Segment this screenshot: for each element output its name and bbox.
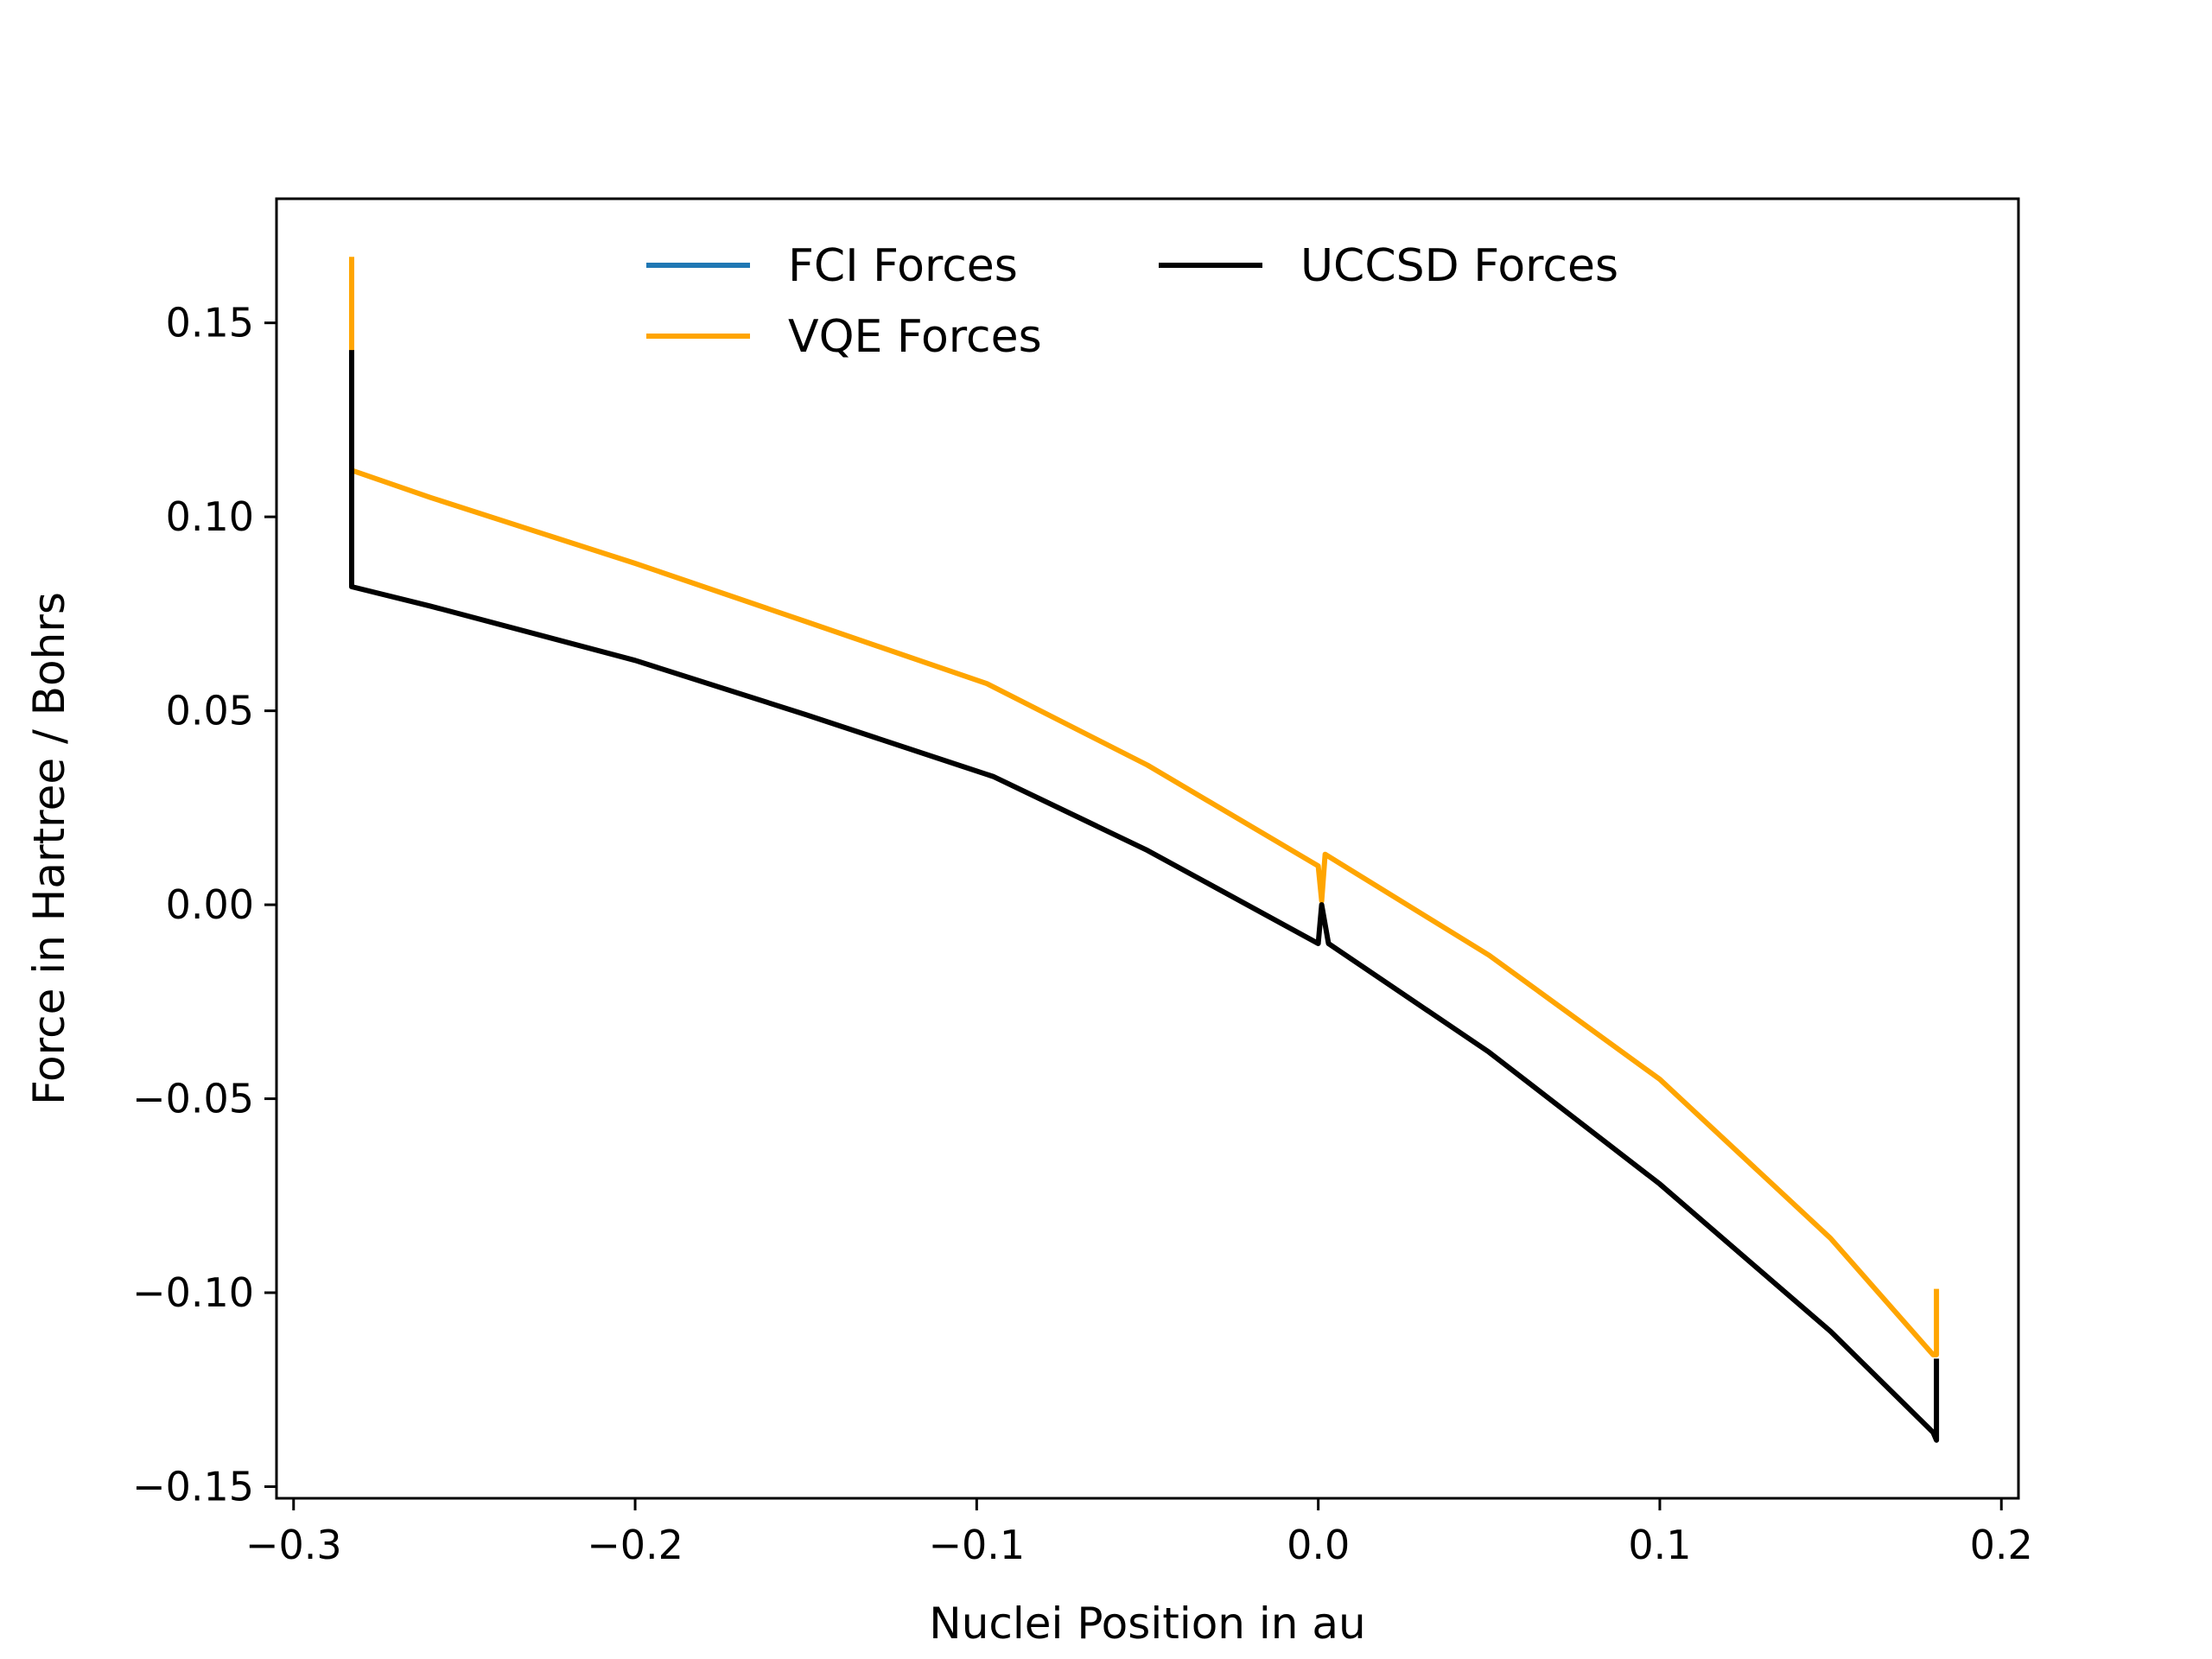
x-tick-label: −0.1 (929, 1522, 1026, 1568)
x-tick-label: 0.1 (1628, 1522, 1691, 1568)
ticks-layer: −0.3 −0.2 −0.1 0.0 0.1 0.2 −0.15 −0.10 −0.05 0.00… (132, 300, 2033, 1568)
y-tick-label: 0.10 (166, 493, 254, 540)
plot-frame (275, 197, 2020, 1500)
legend-label-uccsd-forces: UCCSD Forces (1300, 240, 1618, 292)
x-tick-label: −0.3 (245, 1522, 342, 1568)
x-tick-label: 0.2 (1970, 1522, 2033, 1568)
x-tick-label: 0.0 (1287, 1522, 1350, 1568)
y-tick-label: −0.10 (132, 1269, 254, 1316)
legend: FCI Forces VQE Forces UCCSD Forces (646, 240, 1618, 363)
y-tick-label: −0.15 (132, 1464, 254, 1510)
y-axis-label: Force in Hartree / Bohrs (24, 592, 74, 1105)
legend-label-vqe-forces: VQE Forces (788, 311, 1042, 363)
x-axis-label: Nuclei Position in au (929, 1599, 1365, 1649)
series-layer (349, 257, 1940, 1443)
y-tick-label: 0.05 (166, 688, 254, 734)
x-tick-label: −0.2 (587, 1522, 683, 1568)
series-line-vqe-forces (349, 257, 1940, 1357)
y-tick-label: 0.00 (166, 881, 254, 928)
legend-label-fci-forces: FCI Forces (788, 240, 1018, 292)
y-tick-label: −0.05 (132, 1076, 254, 1122)
series-line-uccsd-forces (349, 350, 1940, 1443)
y-tick-label: 0.15 (166, 300, 254, 346)
